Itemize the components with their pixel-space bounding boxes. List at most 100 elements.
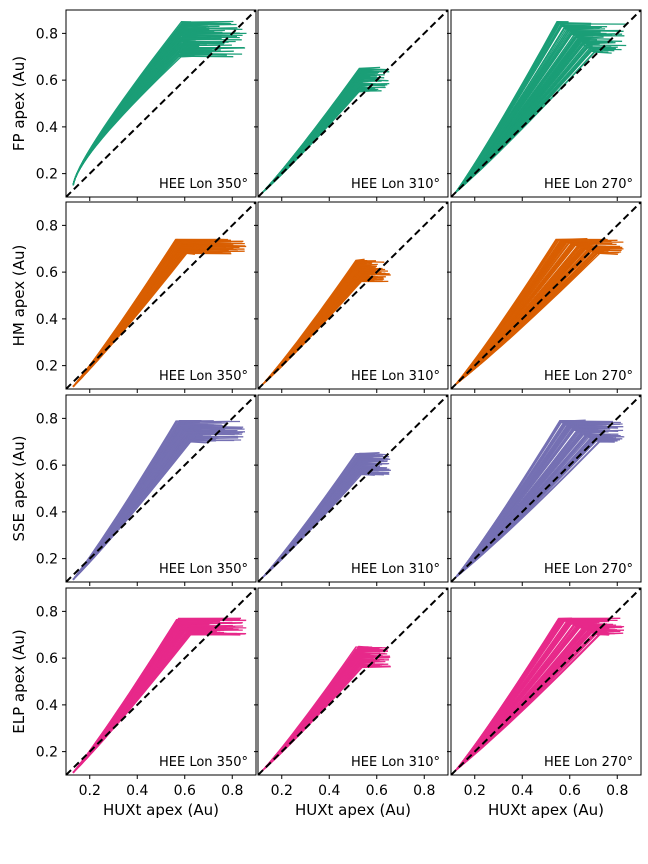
ensemble-line xyxy=(72,45,200,186)
ensemble-lines xyxy=(455,419,625,578)
ensemble-line xyxy=(72,629,221,774)
ensemble-line xyxy=(72,619,247,774)
panel-longitude-label: HEE Lon 270° xyxy=(544,755,633,770)
ensemble-lines xyxy=(72,420,246,581)
axes-frame xyxy=(450,201,642,390)
ensemble-line xyxy=(72,629,229,774)
ensemble-line xyxy=(72,420,202,581)
ensemble-line xyxy=(72,627,239,774)
x-axis-label: HUXt apex (Au) xyxy=(488,801,604,819)
ensemble-line xyxy=(72,241,219,388)
panel-longitude-label: HEE Lon 270° xyxy=(544,562,633,577)
identity-line xyxy=(66,10,256,197)
ensemble-line xyxy=(262,660,386,771)
identity-line xyxy=(66,395,256,582)
ensemble-line xyxy=(72,238,225,388)
panel-r1-c0: 0.2 0.4 0.6 0.8 HM apex (Au) HEE Lon 350° xyxy=(10,201,257,393)
axes-frame xyxy=(257,9,449,198)
ensemble-line xyxy=(72,240,232,388)
ensemble-line xyxy=(72,242,243,388)
ensemble-line xyxy=(72,435,219,581)
ensemble-line xyxy=(72,629,225,774)
ensemble-line xyxy=(72,38,204,186)
ensemble-line xyxy=(72,622,242,774)
panel-longitude-label: HEE Lon 350° xyxy=(159,755,248,770)
ensemble-line xyxy=(72,20,234,186)
ensemble-line xyxy=(72,629,233,774)
ensemble-line xyxy=(72,631,218,774)
ensemble-lines xyxy=(72,20,247,186)
ensemble-line xyxy=(72,51,210,186)
y-tick-label: 0.4 xyxy=(36,698,58,714)
ensemble-line xyxy=(72,40,196,186)
axes-frame xyxy=(257,201,449,390)
axes-frame xyxy=(65,201,257,390)
ensemble-line xyxy=(72,247,234,388)
ensemble-line xyxy=(262,645,373,771)
ensemble-lines xyxy=(455,21,627,193)
ensemble-line xyxy=(72,245,240,388)
ensemble-line xyxy=(72,628,234,774)
identity-line xyxy=(258,588,448,775)
ensemble-line xyxy=(72,250,222,388)
panel-r1-c2: HEE Lon 270° xyxy=(447,201,642,393)
ensemble-line xyxy=(455,420,583,578)
ensemble-line xyxy=(72,252,232,388)
y-tick-label: 0.6 xyxy=(36,458,58,474)
ensemble-line xyxy=(72,420,233,581)
ensemble-line xyxy=(72,245,235,388)
ensemble-line xyxy=(455,617,621,771)
ensemble-line xyxy=(72,625,227,774)
ensemble-line xyxy=(72,252,210,388)
panel-longitude-label: HEE Lon 310° xyxy=(351,177,440,192)
panel-longitude-label: HEE Lon 350° xyxy=(159,562,248,577)
y-tick-label: 0.2 xyxy=(36,745,58,761)
ensemble-line xyxy=(72,618,233,774)
ensemble-line xyxy=(72,425,241,581)
ensemble-line xyxy=(262,273,391,385)
y-tick-label: 0.2 xyxy=(36,359,58,375)
ensemble-line xyxy=(72,632,219,774)
ensemble-line xyxy=(72,436,215,581)
ensemble-line xyxy=(72,420,241,581)
ensemble-line xyxy=(262,659,390,771)
y-tick-label: 0.4 xyxy=(36,120,58,136)
ensemble-line xyxy=(72,251,223,388)
ensemble-lines xyxy=(455,617,625,771)
y-tick-label: 0.8 xyxy=(36,411,58,427)
x-tick-label: 0.2 xyxy=(79,783,101,799)
y-tick-label: 0.2 xyxy=(36,552,58,568)
x-tick-label: 0.2 xyxy=(464,783,486,799)
x-tick-label: 0.8 xyxy=(606,783,628,799)
ensemble-line xyxy=(72,247,222,388)
panel-r0-c0: 0.2 0.4 0.6 0.8 FP apex (Au) HEE Lon 350° xyxy=(10,9,257,201)
ensemble-lines xyxy=(72,617,247,774)
ensemble-line xyxy=(72,631,225,774)
identity-line xyxy=(66,588,256,775)
y-tick-label: 0.8 xyxy=(36,218,58,234)
ensemble-line xyxy=(72,437,218,581)
ensemble-line xyxy=(72,43,200,186)
x-tick-label: 0.6 xyxy=(559,783,581,799)
ensemble-line xyxy=(72,431,231,581)
y-tick-label: 0.4 xyxy=(36,505,58,521)
ensemble-line xyxy=(72,248,237,388)
ensemble-lines xyxy=(72,238,247,388)
ensemble-line xyxy=(72,251,231,388)
ensemble-line xyxy=(72,431,220,581)
ensemble-line xyxy=(72,440,217,581)
ensemble-line xyxy=(72,36,222,186)
ensemble-line xyxy=(262,273,390,385)
ensemble-line xyxy=(72,249,215,388)
y-tick-label: 0.6 xyxy=(36,73,58,89)
ensemble-line xyxy=(72,46,189,186)
ensemble-line xyxy=(72,627,233,774)
ensemble-line xyxy=(262,452,386,578)
identity-line xyxy=(451,202,641,389)
y-axis-label: HM apex (Au) xyxy=(10,245,28,347)
ensemble-line xyxy=(72,429,237,581)
x-tick-label: 0.2 xyxy=(271,783,293,799)
ensemble-lines xyxy=(455,238,624,385)
ensemble-line xyxy=(72,622,237,774)
ensemble-line xyxy=(72,39,196,186)
